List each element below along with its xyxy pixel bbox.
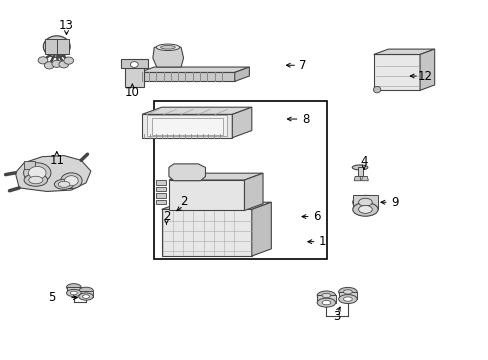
Bar bbox=[66, 287, 81, 293]
Circle shape bbox=[59, 61, 68, 68]
Ellipse shape bbox=[317, 298, 335, 307]
Polygon shape bbox=[361, 176, 367, 181]
Polygon shape bbox=[24, 161, 35, 169]
Ellipse shape bbox=[70, 291, 77, 295]
Bar bbox=[125, 67, 143, 87]
Text: 2: 2 bbox=[163, 210, 170, 223]
Ellipse shape bbox=[343, 297, 351, 301]
Ellipse shape bbox=[358, 198, 371, 206]
Polygon shape bbox=[419, 49, 434, 90]
Circle shape bbox=[63, 57, 73, 64]
Polygon shape bbox=[156, 200, 166, 204]
Bar bbox=[152, 118, 222, 135]
Bar bbox=[352, 195, 377, 210]
Polygon shape bbox=[168, 164, 205, 181]
Ellipse shape bbox=[338, 287, 356, 296]
Polygon shape bbox=[168, 173, 263, 180]
Ellipse shape bbox=[79, 293, 93, 300]
Text: 11: 11 bbox=[49, 154, 64, 167]
Polygon shape bbox=[161, 210, 251, 256]
Circle shape bbox=[38, 57, 48, 64]
Polygon shape bbox=[234, 67, 249, 81]
Ellipse shape bbox=[29, 176, 43, 184]
Polygon shape bbox=[140, 67, 249, 72]
Ellipse shape bbox=[24, 174, 47, 186]
Ellipse shape bbox=[54, 179, 74, 189]
Ellipse shape bbox=[322, 301, 330, 305]
Ellipse shape bbox=[82, 295, 89, 298]
Ellipse shape bbox=[66, 284, 81, 291]
Text: 4: 4 bbox=[360, 155, 367, 168]
Polygon shape bbox=[244, 173, 263, 211]
Polygon shape bbox=[156, 193, 166, 198]
Text: 5: 5 bbox=[48, 291, 56, 304]
Ellipse shape bbox=[156, 44, 179, 50]
Ellipse shape bbox=[338, 294, 356, 303]
Circle shape bbox=[23, 163, 51, 183]
Text: 10: 10 bbox=[124, 86, 140, 99]
Ellipse shape bbox=[373, 86, 380, 93]
Polygon shape bbox=[232, 107, 251, 138]
Circle shape bbox=[52, 60, 61, 67]
Circle shape bbox=[61, 173, 82, 189]
Circle shape bbox=[64, 176, 78, 186]
Text: 2: 2 bbox=[180, 195, 187, 208]
Polygon shape bbox=[373, 49, 434, 54]
Bar bbox=[79, 291, 93, 297]
Polygon shape bbox=[153, 45, 183, 67]
Ellipse shape bbox=[317, 291, 335, 300]
Polygon shape bbox=[353, 176, 360, 181]
Text: 12: 12 bbox=[417, 69, 431, 82]
Circle shape bbox=[130, 62, 138, 67]
Circle shape bbox=[28, 166, 46, 179]
Polygon shape bbox=[142, 114, 232, 138]
Ellipse shape bbox=[322, 293, 330, 298]
Bar bbox=[121, 59, 148, 68]
Ellipse shape bbox=[352, 195, 377, 209]
Ellipse shape bbox=[160, 45, 175, 49]
Text: 3: 3 bbox=[333, 310, 340, 324]
Bar bbox=[147, 116, 227, 136]
Text: 6: 6 bbox=[312, 210, 320, 223]
Ellipse shape bbox=[43, 36, 70, 57]
Bar bbox=[338, 292, 356, 299]
Polygon shape bbox=[373, 54, 419, 90]
Polygon shape bbox=[15, 156, 91, 192]
Ellipse shape bbox=[351, 165, 367, 170]
Bar bbox=[140, 72, 234, 81]
Ellipse shape bbox=[58, 181, 70, 187]
Ellipse shape bbox=[79, 287, 93, 294]
Text: 8: 8 bbox=[301, 113, 308, 126]
Bar bbox=[357, 167, 362, 176]
Polygon shape bbox=[156, 180, 166, 185]
Ellipse shape bbox=[66, 289, 81, 297]
Text: 9: 9 bbox=[390, 196, 398, 209]
Text: 1: 1 bbox=[318, 235, 325, 248]
Text: 7: 7 bbox=[299, 59, 306, 72]
Ellipse shape bbox=[358, 206, 371, 213]
Bar bbox=[57, 40, 69, 54]
Polygon shape bbox=[156, 187, 166, 192]
Ellipse shape bbox=[343, 290, 351, 294]
Polygon shape bbox=[161, 202, 271, 210]
Text: 13: 13 bbox=[59, 19, 74, 32]
Polygon shape bbox=[251, 202, 271, 256]
Polygon shape bbox=[168, 180, 244, 211]
Bar bbox=[317, 296, 335, 303]
Bar bbox=[44, 40, 57, 54]
Ellipse shape bbox=[48, 40, 65, 54]
Ellipse shape bbox=[352, 203, 377, 216]
Bar bbox=[154, 101, 327, 259]
Circle shape bbox=[44, 62, 54, 69]
Polygon shape bbox=[142, 107, 251, 114]
